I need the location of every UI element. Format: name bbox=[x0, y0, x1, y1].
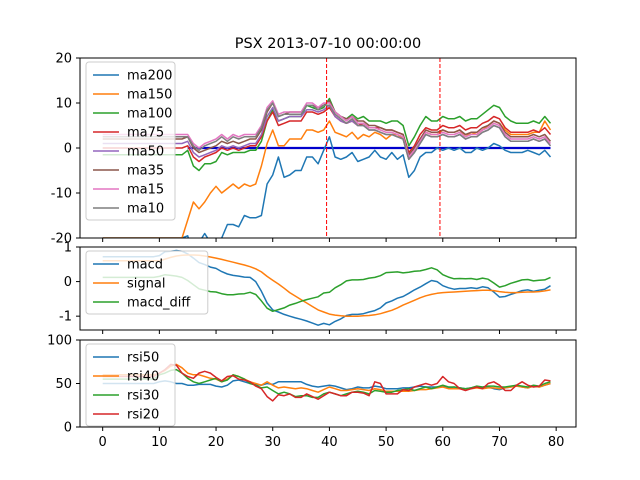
x-tick-label: 70 bbox=[491, 435, 508, 450]
x-tick-label: 80 bbox=[548, 435, 565, 450]
series-line-rsi30 bbox=[102, 368, 551, 399]
legend-label-rsi40: rsi40 bbox=[127, 370, 159, 385]
x-tick-label: 10 bbox=[151, 435, 168, 450]
legend-label-macd: macd bbox=[127, 258, 163, 273]
plot-area bbox=[102, 363, 551, 402]
series-line-ma10 bbox=[102, 102, 552, 161]
legend-label-rsi50: rsi50 bbox=[127, 351, 159, 366]
plot-area bbox=[102, 58, 552, 238]
legend-label-ma150: ma150 bbox=[127, 88, 172, 103]
y-tick-label: 10 bbox=[55, 97, 72, 112]
panel-1: -20-1001020ma200ma150ma100ma75ma50ma35ma… bbox=[51, 52, 577, 247]
x-tick-label: 40 bbox=[321, 435, 338, 450]
legend-box bbox=[85, 343, 176, 427]
legend-label-ma100: ma100 bbox=[127, 107, 172, 122]
x-tick-label: 0 bbox=[99, 435, 107, 450]
y-tick-label: 1 bbox=[64, 241, 72, 256]
legend-label-rsi30: rsi30 bbox=[127, 389, 159, 404]
x-tick-label: 60 bbox=[435, 435, 452, 450]
legend-label-ma75: ma75 bbox=[127, 126, 164, 141]
chart-title: PSX 2013-07-10 00:00:00 bbox=[235, 36, 422, 52]
legend-label-ma50: ma50 bbox=[127, 145, 164, 160]
y-tick-label: 0 bbox=[64, 275, 72, 290]
legend-box bbox=[85, 250, 209, 315]
legend-label-signal: signal bbox=[127, 277, 165, 292]
panels: -20-1001020ma200ma150ma100ma75ma50ma35ma… bbox=[47, 52, 577, 450]
series-line-rsi20 bbox=[102, 363, 551, 402]
y-tick-label: 100 bbox=[47, 334, 72, 349]
legend-label-macd_diff: macd_diff bbox=[127, 296, 191, 311]
legend: ma200 ma150 ma100 ma75 ma50 ma35 ma15 ma10 bbox=[85, 61, 176, 221]
x-tick-label: 30 bbox=[264, 435, 281, 450]
legend-box bbox=[85, 61, 176, 221]
legend: rsi50 rsi40 rsi30 rsi20 bbox=[85, 343, 176, 427]
legend: macd signal macd_diff bbox=[85, 250, 209, 315]
y-tick-label: -20 bbox=[51, 232, 72, 247]
y-tick-label: 50 bbox=[55, 377, 72, 392]
legend-label-ma35: ma35 bbox=[127, 164, 164, 179]
legend-label-rsi20: rsi20 bbox=[127, 408, 159, 423]
legend-label-ma200: ma200 bbox=[127, 69, 172, 84]
y-tick-label: -10 bbox=[51, 187, 72, 202]
panel-frame bbox=[79, 246, 577, 331]
panel-2: -1 0 1 macd signal macd_diff bbox=[59, 241, 577, 334]
y-tick-label: 20 bbox=[55, 52, 72, 67]
y-tick-label: 0 bbox=[64, 421, 72, 436]
legend-label-ma15: ma15 bbox=[127, 183, 164, 198]
x-tick-label: 20 bbox=[208, 435, 225, 450]
legend-label-ma10: ma10 bbox=[127, 202, 164, 217]
y-tick-label: -1 bbox=[59, 310, 72, 325]
y-tick-label: 0 bbox=[64, 142, 72, 157]
x-tick-label: 50 bbox=[378, 435, 395, 450]
